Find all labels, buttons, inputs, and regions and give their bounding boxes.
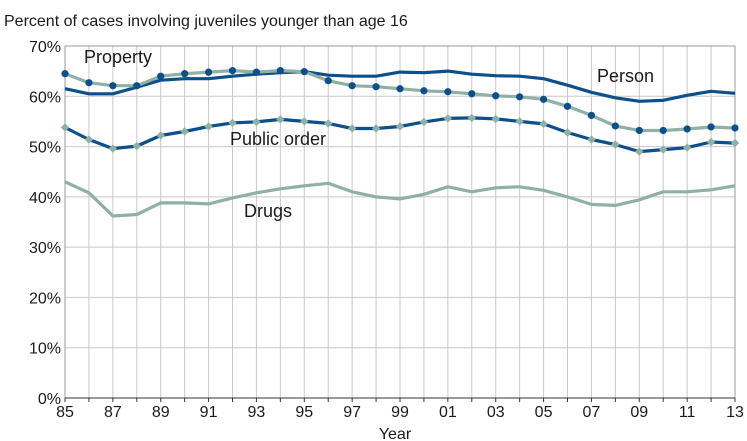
x-tick-label: 11 <box>679 404 696 421</box>
y-tick-label: 10% <box>29 341 61 358</box>
y-tick-label: 20% <box>29 290 61 307</box>
series-line-person <box>64 69 736 103</box>
x-tick-label: 89 <box>152 404 170 421</box>
data-point-public-order <box>60 123 70 132</box>
data-point-property <box>611 122 619 130</box>
data-point-public-order <box>659 145 668 154</box>
data-point-public-order <box>539 119 548 129</box>
data-point-property <box>468 90 476 98</box>
series-label-property: Property <box>84 47 152 67</box>
series-label-public-order: Public order <box>230 129 326 149</box>
y-tick-label: 0% <box>38 391 61 408</box>
y-tick-label: 30% <box>29 240 61 257</box>
data-point-public-order <box>563 128 572 137</box>
x-tick-label: 09 <box>630 404 648 421</box>
data-point-property <box>707 123 715 131</box>
x-tick-label: 03 <box>487 404 505 421</box>
data-point-property <box>228 67 237 75</box>
data-point-property <box>109 82 117 90</box>
grid-lines <box>64 45 736 399</box>
y-tick-label: 70% <box>29 39 61 56</box>
data-point-public-order <box>467 113 476 123</box>
x-tick-label: 13 <box>726 404 744 421</box>
chart-title: Percent of cases involving juveniles you… <box>4 13 408 30</box>
x-tick-label: 87 <box>104 404 122 421</box>
x-tick-label: 95 <box>295 404 313 421</box>
data-point-property <box>204 68 213 76</box>
data-point-public-order <box>587 135 596 144</box>
data-point-property <box>348 82 356 90</box>
data-point-property <box>731 124 739 132</box>
data-point-public-order <box>419 117 429 127</box>
data-point-property <box>324 77 332 85</box>
data-point-public-order <box>706 137 716 147</box>
data-point-public-order <box>108 144 118 153</box>
data-point-public-order <box>371 124 381 133</box>
data-point-property <box>300 68 308 76</box>
series-line-drugs <box>64 180 736 218</box>
data-point-public-order <box>635 147 644 156</box>
data-point-public-order <box>228 118 237 128</box>
data-point-property <box>396 85 404 93</box>
axes: 0% 10% 20% 30% 40% 50% 60% 70% 85 87 89 91 93 95 97 99 0… <box>29 39 744 421</box>
data-point-public-order <box>347 124 357 133</box>
series-labels: Person Property Public order Drugs <box>84 47 654 221</box>
data-point-public-order <box>491 114 500 124</box>
x-tick-label: 05 <box>535 404 553 421</box>
series-label-drugs: Drugs <box>244 201 292 221</box>
data-point-public-order <box>276 115 285 124</box>
data-point-property <box>181 70 189 78</box>
data-point-public-order <box>156 131 165 140</box>
data-point-public-order <box>611 140 620 149</box>
data-point-property <box>539 95 548 103</box>
data-point-property <box>587 111 596 119</box>
data-point-public-order <box>204 122 213 131</box>
data-point-public-order <box>132 141 141 151</box>
data-point-property <box>276 67 284 75</box>
data-point-property <box>85 79 93 87</box>
data-point-public-order <box>682 143 692 152</box>
series-label-person: Person <box>597 66 654 86</box>
x-tick-label: 01 <box>439 404 457 421</box>
data-point-property <box>563 102 572 110</box>
x-tick-label: 91 <box>200 404 218 421</box>
x-tick-label: 93 <box>248 404 266 421</box>
series-markers <box>60 67 740 156</box>
data-point-public-order <box>515 117 524 126</box>
x-tick-label: 99 <box>391 404 409 421</box>
data-point-property <box>133 82 141 90</box>
data-point-public-order <box>180 127 189 136</box>
data-point-property <box>61 70 69 78</box>
y-tick-label: 50% <box>29 140 61 157</box>
data-point-public-order <box>395 122 405 131</box>
y-tick-label: 60% <box>29 89 61 106</box>
data-point-public-order <box>324 119 333 128</box>
data-point-property <box>444 88 452 96</box>
data-point-property <box>659 126 667 135</box>
data-point-property <box>420 87 428 95</box>
data-point-public-order <box>300 117 309 126</box>
data-point-property <box>252 68 261 76</box>
data-point-property <box>683 125 691 133</box>
data-point-property <box>372 83 380 91</box>
data-point-property <box>635 126 643 135</box>
data-point-public-order <box>730 138 740 148</box>
data-point-public-order <box>84 135 94 144</box>
y-tick-label: 40% <box>29 190 61 207</box>
data-point-public-order <box>443 114 453 123</box>
x-tick-label: 85 <box>56 404 74 421</box>
data-point-property <box>157 72 165 80</box>
data-point-property <box>516 93 524 101</box>
x-tick-label: 97 <box>343 404 361 421</box>
x-tick-label: 07 <box>583 404 601 421</box>
data-point-public-order <box>252 117 261 127</box>
data-point-property <box>492 92 500 100</box>
x-axis-title: Year <box>379 426 412 441</box>
